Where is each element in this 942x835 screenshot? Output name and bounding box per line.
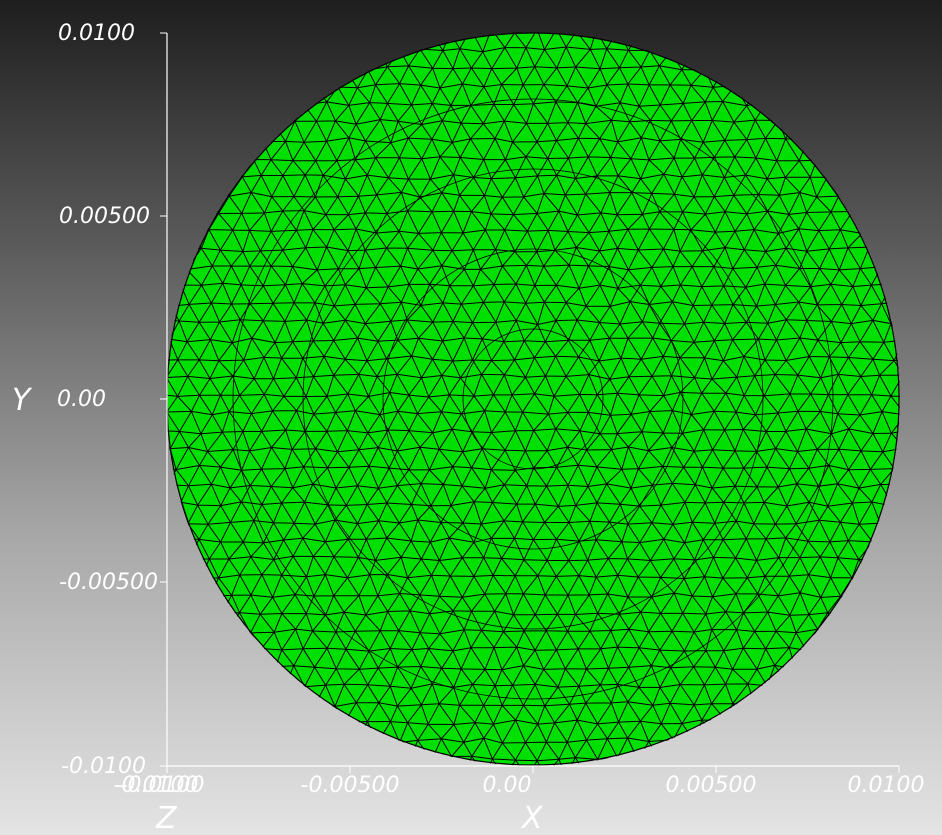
mesh-edges — [166, 32, 900, 766]
x-tick-label: 0.00 — [483, 773, 532, 798]
x-axis-title: X — [520, 801, 544, 835]
mesh-disk — [167, 33, 899, 765]
mesh-ring — [232, 98, 834, 700]
mesh-ring — [462, 328, 604, 470]
z-axis-title: Z — [155, 801, 178, 835]
y-tick-label: 0.0100 — [58, 21, 135, 46]
y-tick-label: 0.00500 — [59, 204, 150, 229]
z-tick-label: -0.0100 — [114, 773, 199, 798]
y-tick-label: 0.00 — [57, 387, 106, 412]
mesh-ring — [382, 248, 684, 550]
y-tick-label: -0.00500 — [59, 570, 158, 595]
y-tick-label: -0.0100 — [61, 754, 146, 779]
x-tick-label: 0.0100 — [848, 773, 925, 798]
axes: 0.0100 0.00500 0.00 -0.00500 -0.0100 Y -… — [12, 21, 924, 835]
x-tick-label: -0.0100 — [120, 773, 205, 798]
x-tick-label: 0.00500 — [666, 773, 757, 798]
triangle-mesh — [166, 32, 900, 766]
y-axis-title: Y — [12, 383, 33, 418]
x-tick-label: -0.00500 — [301, 773, 400, 798]
mesh-ring — [302, 168, 764, 630]
